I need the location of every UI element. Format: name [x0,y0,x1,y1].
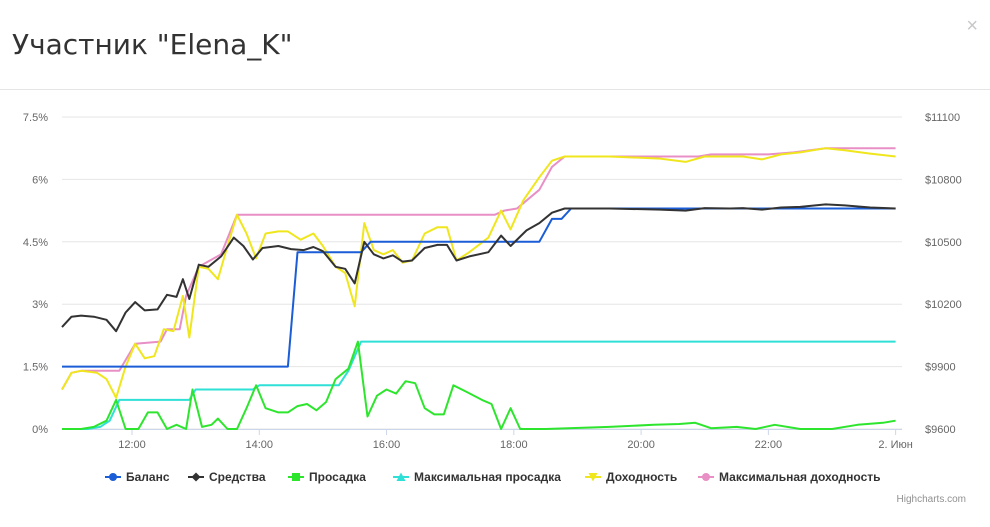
legend-item-balance[interactable]: Баланс [105,470,170,484]
legend-item-profit[interactable]: Доходность [585,470,677,484]
legend-marker-icon [109,473,117,481]
legend-label: Максимальная просадка [414,470,561,484]
legend-label: Средства [209,470,266,484]
legend-marker-icon [588,473,598,482]
legend-marker-icon [292,473,300,481]
y-left-tick-label: 6% [32,174,48,186]
x-axis: 12:00 14:00 16:00 18:00 20:00 22:00 2. Июн [62,429,913,451]
x-tick-label: 14:00 [246,439,274,451]
legend-item-equity[interactable]: Средства [188,470,266,484]
series-line-drawdown [62,340,896,430]
chart-grid [62,116,902,430]
series-line-balance [62,207,896,368]
legend-label: Баланс [126,470,170,484]
y-left-tick-label: 3% [32,299,48,311]
y-right-tick-label: $9600 [925,424,956,436]
legend-item-max-drawdown[interactable]: Максимальная просадка [393,470,561,484]
y-right-tick-label: $10500 [925,237,962,249]
y-left-tick-label: 0% [32,424,48,436]
y-right-tick-label: $10200 [925,299,962,311]
chart-legend: Баланс Средства Просадка Максимальная проса… [105,470,881,484]
y-left-tick-label: 7.5% [23,112,48,124]
x-tick-label: 18:00 [500,439,528,451]
y-right-tick-label: $9900 [925,362,956,374]
chart-series [61,147,896,430]
series-line-max-drawdown [62,340,896,430]
legend-marker-icon [191,472,201,482]
legend-marker-icon [702,473,710,481]
legend-label: Максимальная доходность [719,470,881,484]
legend-label: Просадка [309,470,366,484]
credits-link[interactable]: Highcharts.com [897,494,966,505]
y-axis-right: $9600 $9900 $10200 $10500 $10800 $11100 [925,112,962,436]
legend-label: Доходность [606,470,677,484]
legend-marker-icon [396,472,406,481]
y-left-tick-label: 4.5% [23,237,48,249]
header-divider [0,89,990,90]
x-tick-label: 16:00 [373,439,401,451]
legend-item-max-profit[interactable]: Максимальная доходность [698,470,881,484]
series-line-profit [61,147,896,399]
close-icon[interactable]: × [966,15,978,37]
series-line-max-profit [61,147,896,390]
x-tick-label: 20:00 [627,439,655,451]
x-tick-label: 2. Июн [878,439,912,451]
y-left-tick-label: 1.5% [23,362,48,374]
x-tick-label: 12:00 [118,439,146,451]
modal-title: Участник "Elena_K" [12,28,293,61]
series-line-equity [61,203,896,333]
y-right-tick-label: $10800 [925,174,962,186]
y-axis-left: 0% 1.5% 3% 4.5% 6% 7.5% [23,112,48,436]
legend-item-drawdown[interactable]: Просадка [288,470,366,484]
x-tick-label: 22:00 [755,439,783,451]
y-right-tick-label: $11100 [925,112,960,124]
